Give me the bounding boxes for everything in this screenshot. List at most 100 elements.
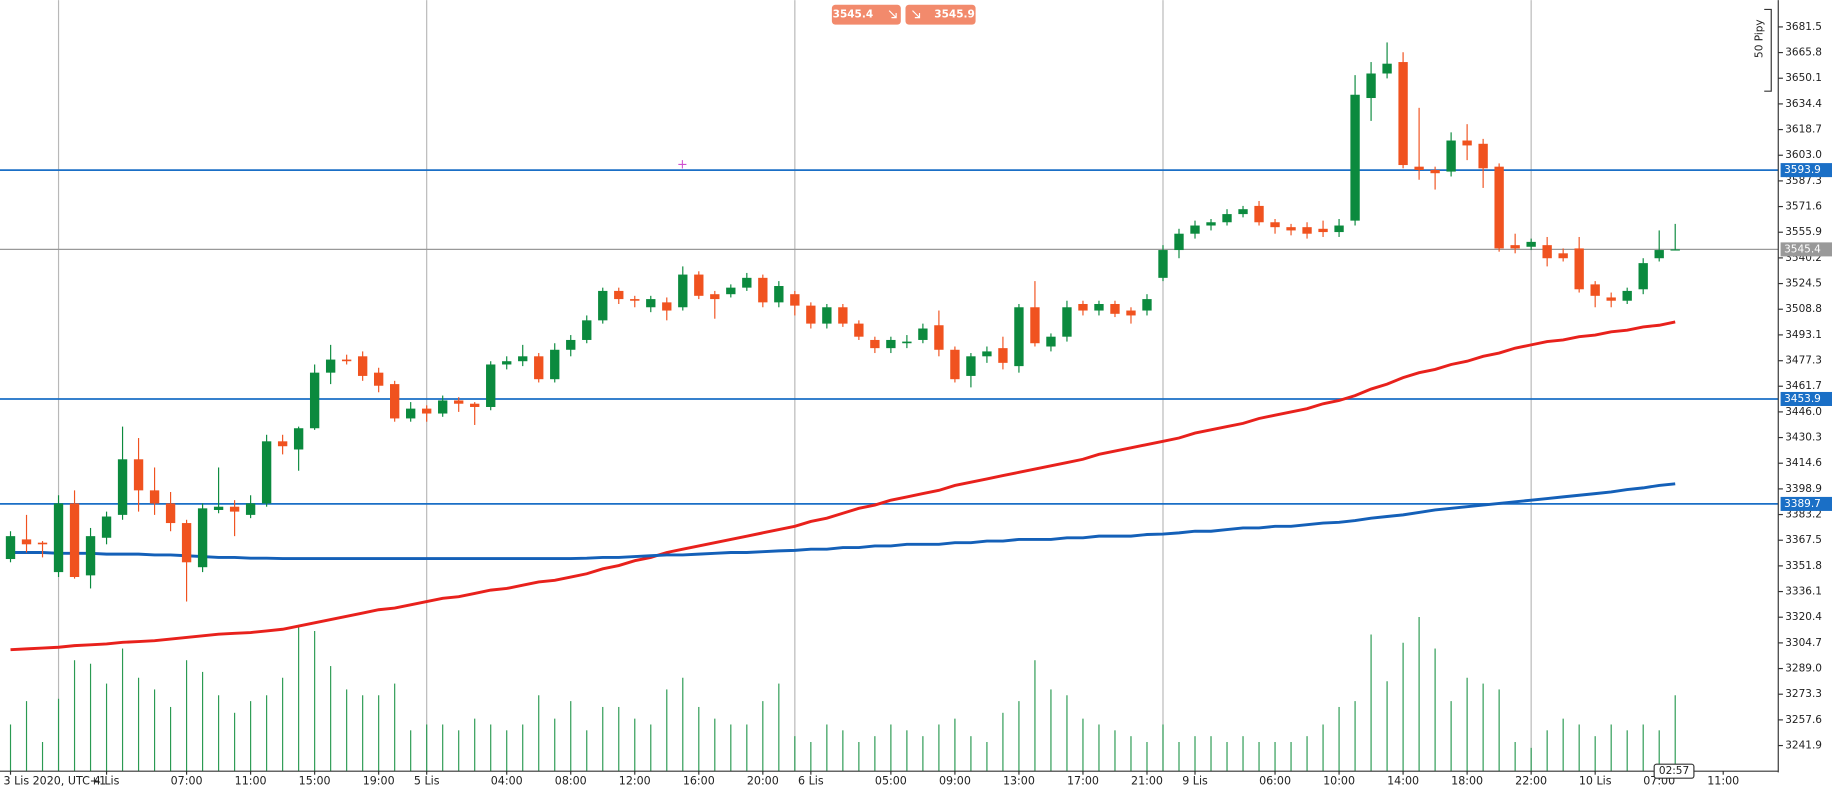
candle-body xyxy=(1398,62,1408,166)
y-tick-label: 3634.4 xyxy=(1785,98,1822,110)
x-tick-label: 11:00 xyxy=(1707,775,1739,788)
y-tick-label: 3430.3 xyxy=(1785,432,1822,444)
candle-body xyxy=(390,384,400,419)
candle-body xyxy=(1462,140,1472,146)
y-tick-label: 3383.2 xyxy=(1785,509,1822,521)
moving-average xyxy=(10,320,1676,652)
candle-body xyxy=(902,341,912,344)
candle-body xyxy=(197,508,208,568)
x-tick-label: 07:00 xyxy=(171,775,203,788)
candle-body xyxy=(950,349,960,380)
candle-body xyxy=(37,542,48,545)
candle-body xyxy=(1654,250,1664,259)
candle-body xyxy=(21,539,32,545)
ask-button[interactable] xyxy=(905,4,976,25)
x-tick-label: 11:00 xyxy=(235,775,267,788)
candle-body xyxy=(502,361,512,365)
y-tick-label: 3257.6 xyxy=(1785,714,1822,726)
y-tick-label: 3367.5 xyxy=(1785,534,1822,546)
x-tick-label: 13:00 xyxy=(1003,775,1035,788)
candle-body xyxy=(149,490,160,504)
x-tick-label: 18:00 xyxy=(1451,775,1483,788)
y-tick-label: 3289.0 xyxy=(1785,663,1822,675)
candle-body xyxy=(598,290,608,321)
candle-body xyxy=(582,320,592,340)
candle-body xyxy=(1430,169,1440,174)
candle-body xyxy=(854,323,864,337)
candle-body xyxy=(133,459,144,491)
candle-body xyxy=(85,536,96,576)
price-tag xyxy=(1780,242,1832,257)
candle-body xyxy=(325,359,336,373)
candle-body xyxy=(1542,245,1552,259)
candle-body xyxy=(1670,249,1680,251)
pip-scale-label: 50 Pipy xyxy=(1754,19,1766,58)
candle-body xyxy=(1446,140,1456,172)
candle-body xyxy=(1414,166,1424,170)
candle-body xyxy=(1638,263,1648,290)
candle-body xyxy=(726,287,736,295)
candle-body xyxy=(1206,222,1216,226)
y-tick-label: 3414.6 xyxy=(1785,457,1822,469)
candle-body xyxy=(1590,284,1600,296)
candle-body xyxy=(341,359,352,362)
x-tick-label: 16:00 xyxy=(683,775,715,788)
candle-body xyxy=(1238,209,1248,215)
candle-body xyxy=(1222,214,1232,223)
price-tag-label: 3545.4 xyxy=(1784,243,1821,255)
candle-body xyxy=(790,294,800,306)
y-tick-label: 3650.1 xyxy=(1785,72,1822,84)
x-tick-label: 15:00 xyxy=(299,775,331,788)
y-tick-label: 3304.7 xyxy=(1785,637,1822,649)
x-tick-label: 06:00 xyxy=(1259,775,1291,788)
y-tick-label: 3273.3 xyxy=(1785,688,1822,700)
candle-body xyxy=(694,274,704,296)
candle-body xyxy=(1046,336,1056,347)
candle-body xyxy=(822,307,832,324)
candle-body xyxy=(534,356,544,380)
candle-body xyxy=(470,403,480,407)
price-tag-label: 3453.9 xyxy=(1784,393,1821,405)
candle-body xyxy=(1366,73,1376,99)
quote-buttons: 3545.4 3545.9 xyxy=(831,4,976,25)
price-tag-label: 3389.7 xyxy=(1784,498,1821,510)
candle-body xyxy=(630,299,640,301)
y-tick-label: 3336.1 xyxy=(1785,586,1822,598)
x-tick-label: 10:00 xyxy=(1323,775,1355,788)
candle-body xyxy=(261,441,272,504)
candle-body xyxy=(838,307,848,324)
x-tick-label: 12:00 xyxy=(619,775,651,788)
candle-body xyxy=(678,274,688,308)
candle-body xyxy=(1478,143,1488,169)
candle-body xyxy=(1014,307,1024,367)
y-tick-label: 3493.1 xyxy=(1785,329,1822,341)
x-tick-label: 08:00 xyxy=(555,775,587,788)
x-tick-label: 10 Lis xyxy=(1579,775,1612,788)
candle-body xyxy=(934,325,944,350)
candle-body xyxy=(1318,228,1328,233)
candle-body xyxy=(181,523,192,563)
candle-body xyxy=(918,328,928,340)
y-tick-label: 3477.3 xyxy=(1785,355,1822,367)
y-tick-label: 3681.5 xyxy=(1785,21,1822,33)
candle-body xyxy=(1078,303,1088,311)
y-tick-label: 3618.7 xyxy=(1785,124,1822,136)
candle-body xyxy=(758,277,768,303)
candle-body xyxy=(998,348,1008,363)
x-tick-label: 22:00 xyxy=(1515,775,1547,788)
time-left-box xyxy=(1653,763,1695,779)
candle-body xyxy=(1174,233,1184,251)
grid xyxy=(57,0,1532,772)
candle-body xyxy=(1382,63,1392,74)
x-tick-label: 5 Lis xyxy=(414,775,440,788)
candle-body xyxy=(806,305,816,324)
candle-body xyxy=(662,302,672,311)
candle-body xyxy=(614,290,624,300)
candle-body xyxy=(1574,248,1584,290)
candle-body xyxy=(1270,222,1280,228)
x-tick-label: 9 Lis xyxy=(1182,775,1208,788)
bid-button[interactable] xyxy=(831,4,901,25)
ask-price: 3545.9 xyxy=(934,9,975,21)
